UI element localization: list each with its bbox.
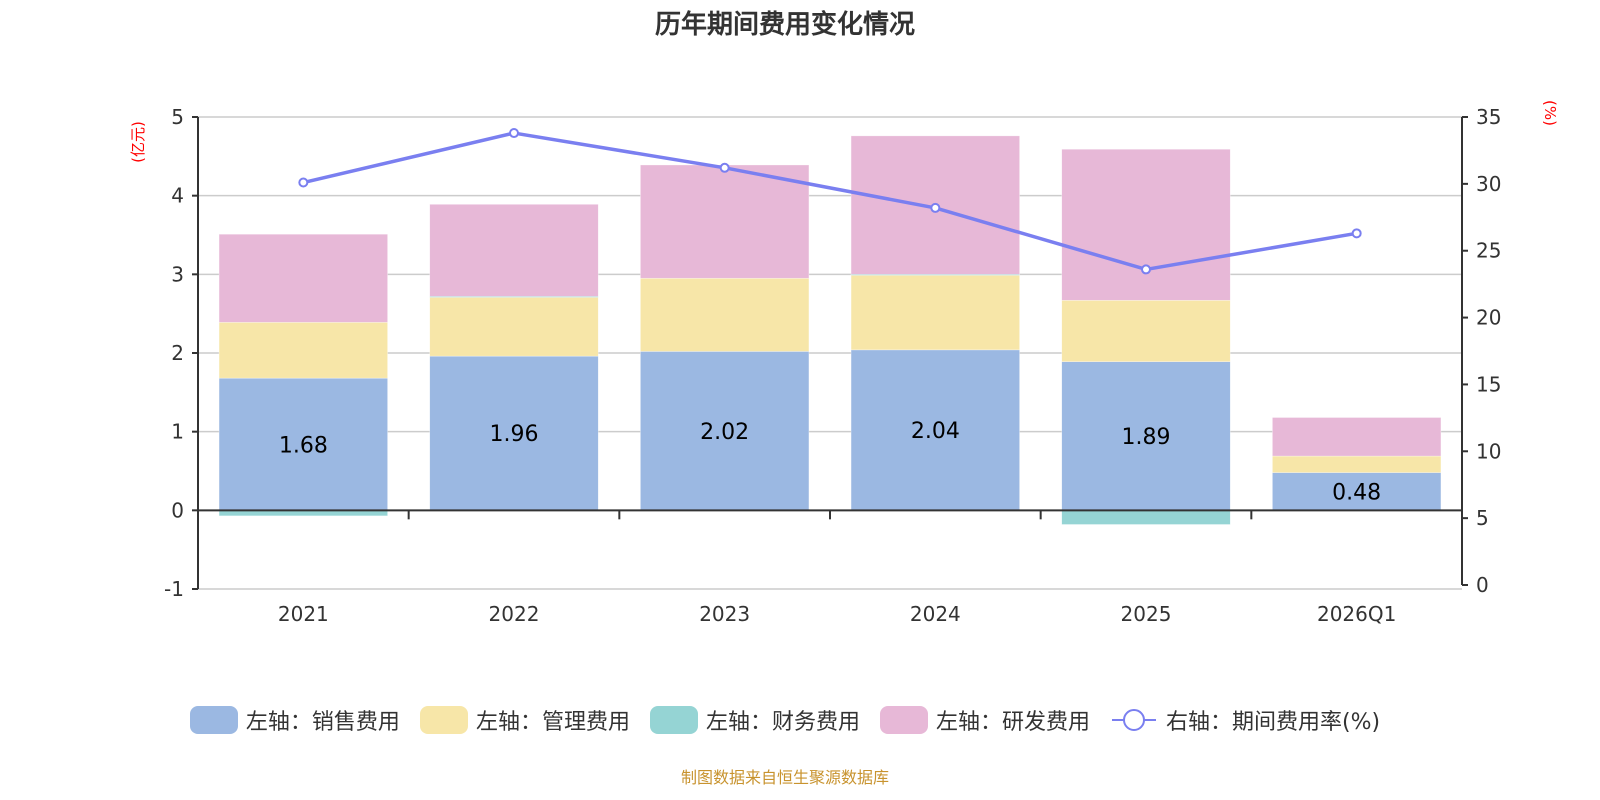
- legend-label: 右轴：期间费用率(%): [1165, 710, 1381, 735]
- rate-line-point: [1141, 264, 1151, 275]
- bar-segment: [850, 349, 1020, 511]
- bar-data-label: 1.96: [490, 422, 539, 447]
- bar-segment: [1272, 472, 1442, 511]
- right-axis-tick-label: 35: [1476, 105, 1501, 129]
- x-axis-tick-label: 2026Q1: [1317, 602, 1396, 626]
- legend-item-sales[interactable]: 左轴：销售费用: [189, 704, 400, 736]
- bar-segment: [1272, 417, 1442, 457]
- left-axis-tick-label: 2: [171, 341, 184, 365]
- left-axis-tick-label: 0: [171, 498, 184, 522]
- right-axis-tick-label: 10: [1476, 439, 1501, 463]
- left-axis-tick-label: 3: [171, 262, 184, 286]
- bar-data-label: 2.04: [911, 419, 960, 444]
- right-axis-tick-label: 5: [1476, 506, 1489, 530]
- bar-segment: [429, 296, 599, 357]
- bar-segment: [218, 322, 388, 379]
- legend-swatch-finance: [649, 706, 698, 734]
- bar-segment: [218, 377, 388, 511]
- rate-line-point: [930, 202, 941, 213]
- bar-segment: [640, 351, 810, 511]
- bars: [218, 135, 1442, 525]
- right-axis-tick-label: 20: [1476, 306, 1501, 330]
- bar-segment: [640, 277, 810, 352]
- legend-item-rate[interactable]: 右轴：期间费用率(%): [1110, 704, 1380, 736]
- x-axis-tick-label: 2024: [910, 602, 961, 626]
- rate-line-point: [1351, 228, 1362, 239]
- right-axis-tick-label: 0: [1476, 573, 1489, 597]
- left-axis-tick-label: 5: [171, 105, 184, 129]
- right-axis-tick-label: 25: [1476, 239, 1501, 263]
- chart-title: 历年期间费用变化情况: [654, 10, 915, 40]
- left-axis-tick-label: -1: [164, 577, 184, 601]
- bar-segment: [1061, 510, 1231, 525]
- right-axis-tick-label: 15: [1476, 372, 1501, 396]
- bar-data-label: 1.68: [279, 433, 328, 458]
- bar-segment: [429, 204, 599, 297]
- legend-swatch-admin: [419, 706, 468, 734]
- bar-segment: [1061, 299, 1231, 362]
- x-axis-tick-label: 2025: [1121, 602, 1172, 626]
- rate-line-point: [719, 162, 730, 173]
- legend-label: 左轴：研发费用: [935, 710, 1090, 735]
- legend-item-finance[interactable]: 左轴：财务费用: [649, 704, 860, 736]
- x-axis-tick-label: 2023: [699, 602, 750, 626]
- legend-label: 左轴：管理费用: [475, 710, 630, 735]
- bar-data-label: 1.89: [1122, 425, 1171, 450]
- left-axis-unit-label: (亿元): [129, 121, 147, 163]
- legend: 左轴：销售费用 左轴：管理费用 左轴：财务费用 左轴：研发费用 右轴：期间费用率…: [0, 704, 1570, 736]
- bar-segment: [218, 233, 388, 323]
- right-axis-tick-label: 30: [1476, 172, 1501, 196]
- bar-data-label: 2.02: [700, 420, 749, 445]
- x-axis-tick-label: 2021: [278, 602, 329, 626]
- bar-segment: [1061, 361, 1231, 511]
- bar-segment: [1061, 148, 1231, 301]
- legend-swatch-rnd: [879, 706, 928, 734]
- bar-data-label: 0.48: [1332, 480, 1381, 505]
- rate-line-point: [298, 177, 309, 188]
- legend-label: 左轴：销售费用: [245, 710, 400, 735]
- bar-segment: [640, 164, 810, 279]
- rate-line: [298, 128, 1362, 275]
- x-axis-tick-label: 2022: [489, 602, 540, 626]
- legend-item-rnd[interactable]: 左轴：研发费用: [879, 704, 1090, 736]
- bar-segment: [850, 274, 1020, 351]
- bar-segment: [429, 355, 599, 511]
- rate-line-point: [509, 128, 519, 139]
- data-labels: 1.68 1.96 2.02 2.04 1.89 0.48: [279, 419, 1381, 505]
- legend-item-admin[interactable]: 左轴：管理费用: [419, 704, 630, 736]
- legend-label: 左轴：财务费用: [705, 710, 860, 735]
- line-circle-icon: [1111, 709, 1156, 731]
- grid-lines: [198, 116, 1462, 590]
- bar-segment: [1272, 455, 1442, 473]
- right-axis-unit-label: (%): [1541, 100, 1559, 126]
- data-source-note: 制图数据来自恒生聚源数据库: [680, 768, 889, 787]
- left-axis-tick-label: 1: [171, 420, 184, 444]
- legend-swatch-sales: [189, 706, 238, 734]
- left-axis-tick-label: 4: [171, 184, 184, 208]
- rate-line-path: [302, 131, 1357, 272]
